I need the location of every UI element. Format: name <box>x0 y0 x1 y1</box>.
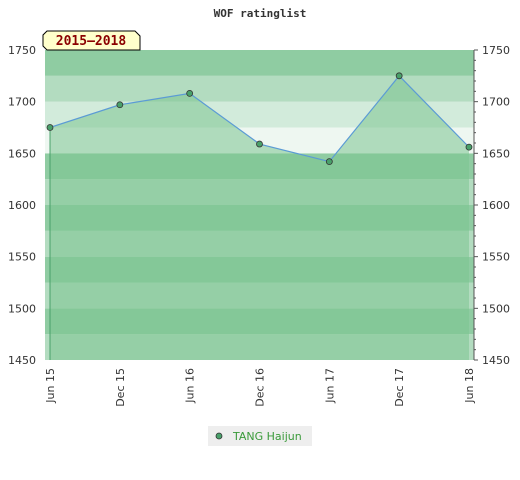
y-tick-label-left: 1500 <box>8 302 36 315</box>
legend-box <box>208 426 312 446</box>
y-tick-label-right: 1450 <box>482 354 510 367</box>
rating-markers <box>46 72 473 166</box>
data-point[interactable] <box>325 158 333 166</box>
data-point[interactable] <box>465 143 473 151</box>
period-badge: 2015–2018 <box>42 30 141 51</box>
data-point[interactable] <box>256 140 263 148</box>
y-tick-label-left: 1750 <box>8 44 36 57</box>
x-tick-label: Jun 17 <box>323 368 336 404</box>
data-point[interactable] <box>46 124 54 131</box>
period-badge-text: 2015–2018 <box>56 34 127 49</box>
chart-title: WOF ratinglist <box>214 7 307 20</box>
right-axis-minor-ticks <box>474 49 478 361</box>
data-point[interactable] <box>395 72 403 80</box>
y-tick-label-right: 1650 <box>482 147 510 160</box>
y-tick-label-left: 1450 <box>8 354 36 367</box>
x-tick-label: Jun 16 <box>184 368 197 404</box>
y-tick-label-left: 1700 <box>8 96 36 109</box>
y-tick-label-right: 1600 <box>482 199 510 212</box>
data-point[interactable] <box>116 101 124 109</box>
y-axis-left-labels: 1450 1500 1550 1600 1650 1700 1750 <box>8 44 36 367</box>
x-tick-label: Dec 16 <box>254 368 267 407</box>
y-tick-label-right: 1550 <box>482 251 510 264</box>
x-tick-label: Dec 15 <box>114 368 127 407</box>
x-axis-labels: Jun 15 Dec 15 Jun 16 Dec 16 Jun 17 Dec 17 Jun … <box>44 368 476 407</box>
x-tick-label: Jun 15 <box>44 368 57 404</box>
y-tick-label-left: 1650 <box>8 147 36 160</box>
data-point[interactable] <box>186 90 194 97</box>
band-1725 <box>45 50 474 76</box>
period-badge-shape <box>42 30 141 51</box>
y-tick-label-right: 1750 <box>482 44 510 57</box>
legend[interactable]: TANG Haijun <box>208 426 312 446</box>
y-tick-label-left: 1600 <box>8 199 36 212</box>
y-tick-label-right: 1700 <box>482 96 510 109</box>
y-tick-label-right: 1500 <box>482 302 510 315</box>
y-tick-label-left: 1550 <box>8 251 36 264</box>
y-axis-right-labels: 1450 1500 1550 1600 1650 1700 1750 <box>482 44 510 367</box>
legend-series-name: TANG Haijun <box>232 430 302 443</box>
x-tick-label: Dec 17 <box>393 368 406 407</box>
rating-area <box>50 75 469 360</box>
legend-marker <box>215 432 223 440</box>
x-tick-label: Jun 18 <box>463 368 476 404</box>
